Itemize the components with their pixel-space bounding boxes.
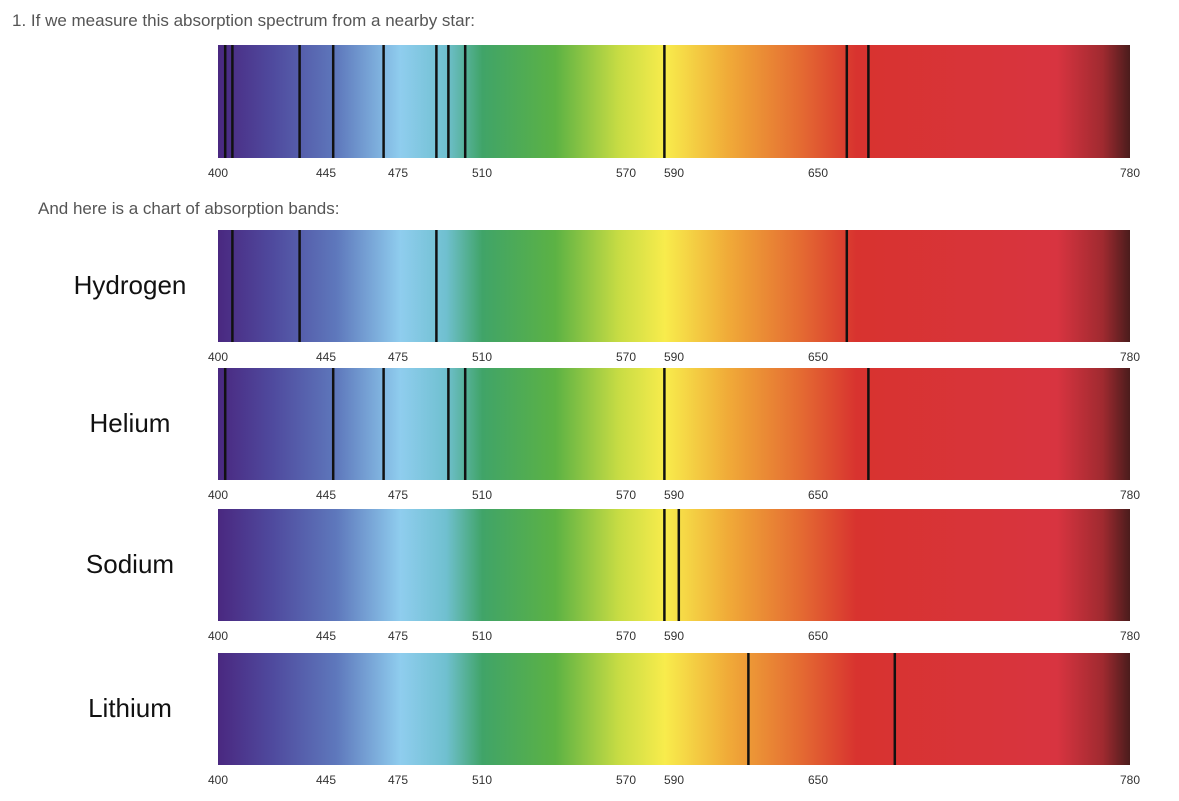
tick-label: 400 bbox=[208, 773, 228, 787]
chart-caption: And here is a chart of absorption bands: bbox=[38, 199, 339, 218]
tick-label: 780 bbox=[1120, 350, 1140, 364]
spectrum-bar bbox=[218, 653, 1130, 765]
tick-label: 475 bbox=[388, 166, 408, 180]
tick-label: 590 bbox=[664, 350, 684, 364]
tick-label: 650 bbox=[808, 629, 828, 643]
tick-label: 400 bbox=[208, 350, 228, 364]
spectrum-bar bbox=[218, 230, 1130, 342]
tick-label: 780 bbox=[1120, 166, 1140, 180]
spectrum-bar bbox=[218, 45, 1130, 158]
spectrum-bar bbox=[218, 509, 1130, 621]
tick-label: 650 bbox=[808, 488, 828, 502]
tick-label: 590 bbox=[664, 166, 684, 180]
tick-label: 510 bbox=[472, 166, 492, 180]
tick-label: 400 bbox=[208, 629, 228, 643]
tick-label: 570 bbox=[616, 350, 636, 364]
tick-label: 445 bbox=[316, 488, 336, 502]
tick-label: 570 bbox=[616, 488, 636, 502]
tick-label: 445 bbox=[316, 166, 336, 180]
tick-label: 650 bbox=[808, 773, 828, 787]
tick-label: 590 bbox=[664, 773, 684, 787]
tick-label: 475 bbox=[388, 773, 408, 787]
tick-label: 570 bbox=[616, 629, 636, 643]
tick-label: 780 bbox=[1120, 629, 1140, 643]
tick-label: 510 bbox=[472, 488, 492, 502]
tick-label: 570 bbox=[616, 773, 636, 787]
tick-label: 570 bbox=[616, 166, 636, 180]
tick-label: 780 bbox=[1120, 773, 1140, 787]
tick-label: 400 bbox=[208, 488, 228, 502]
element-name: Hydrogen bbox=[74, 270, 187, 300]
tick-label: 590 bbox=[664, 488, 684, 502]
tick-label: 590 bbox=[664, 629, 684, 643]
element-name: Lithium bbox=[88, 693, 172, 723]
tick-label: 475 bbox=[388, 629, 408, 643]
spectrum-bar bbox=[218, 368, 1130, 480]
tick-label: 445 bbox=[316, 773, 336, 787]
element-name: Sodium bbox=[86, 549, 174, 579]
tick-label: 650 bbox=[808, 166, 828, 180]
tick-label: 445 bbox=[316, 629, 336, 643]
tick-label: 510 bbox=[472, 629, 492, 643]
tick-label: 445 bbox=[316, 350, 336, 364]
tick-label: 400 bbox=[208, 166, 228, 180]
element-name: Helium bbox=[90, 408, 171, 438]
tick-label: 510 bbox=[472, 350, 492, 364]
tick-label: 475 bbox=[388, 488, 408, 502]
tick-label: 475 bbox=[388, 350, 408, 364]
tick-label: 780 bbox=[1120, 488, 1140, 502]
tick-label: 650 bbox=[808, 350, 828, 364]
tick-label: 510 bbox=[472, 773, 492, 787]
question: 1. If we measure this absorption spectru… bbox=[12, 11, 475, 30]
